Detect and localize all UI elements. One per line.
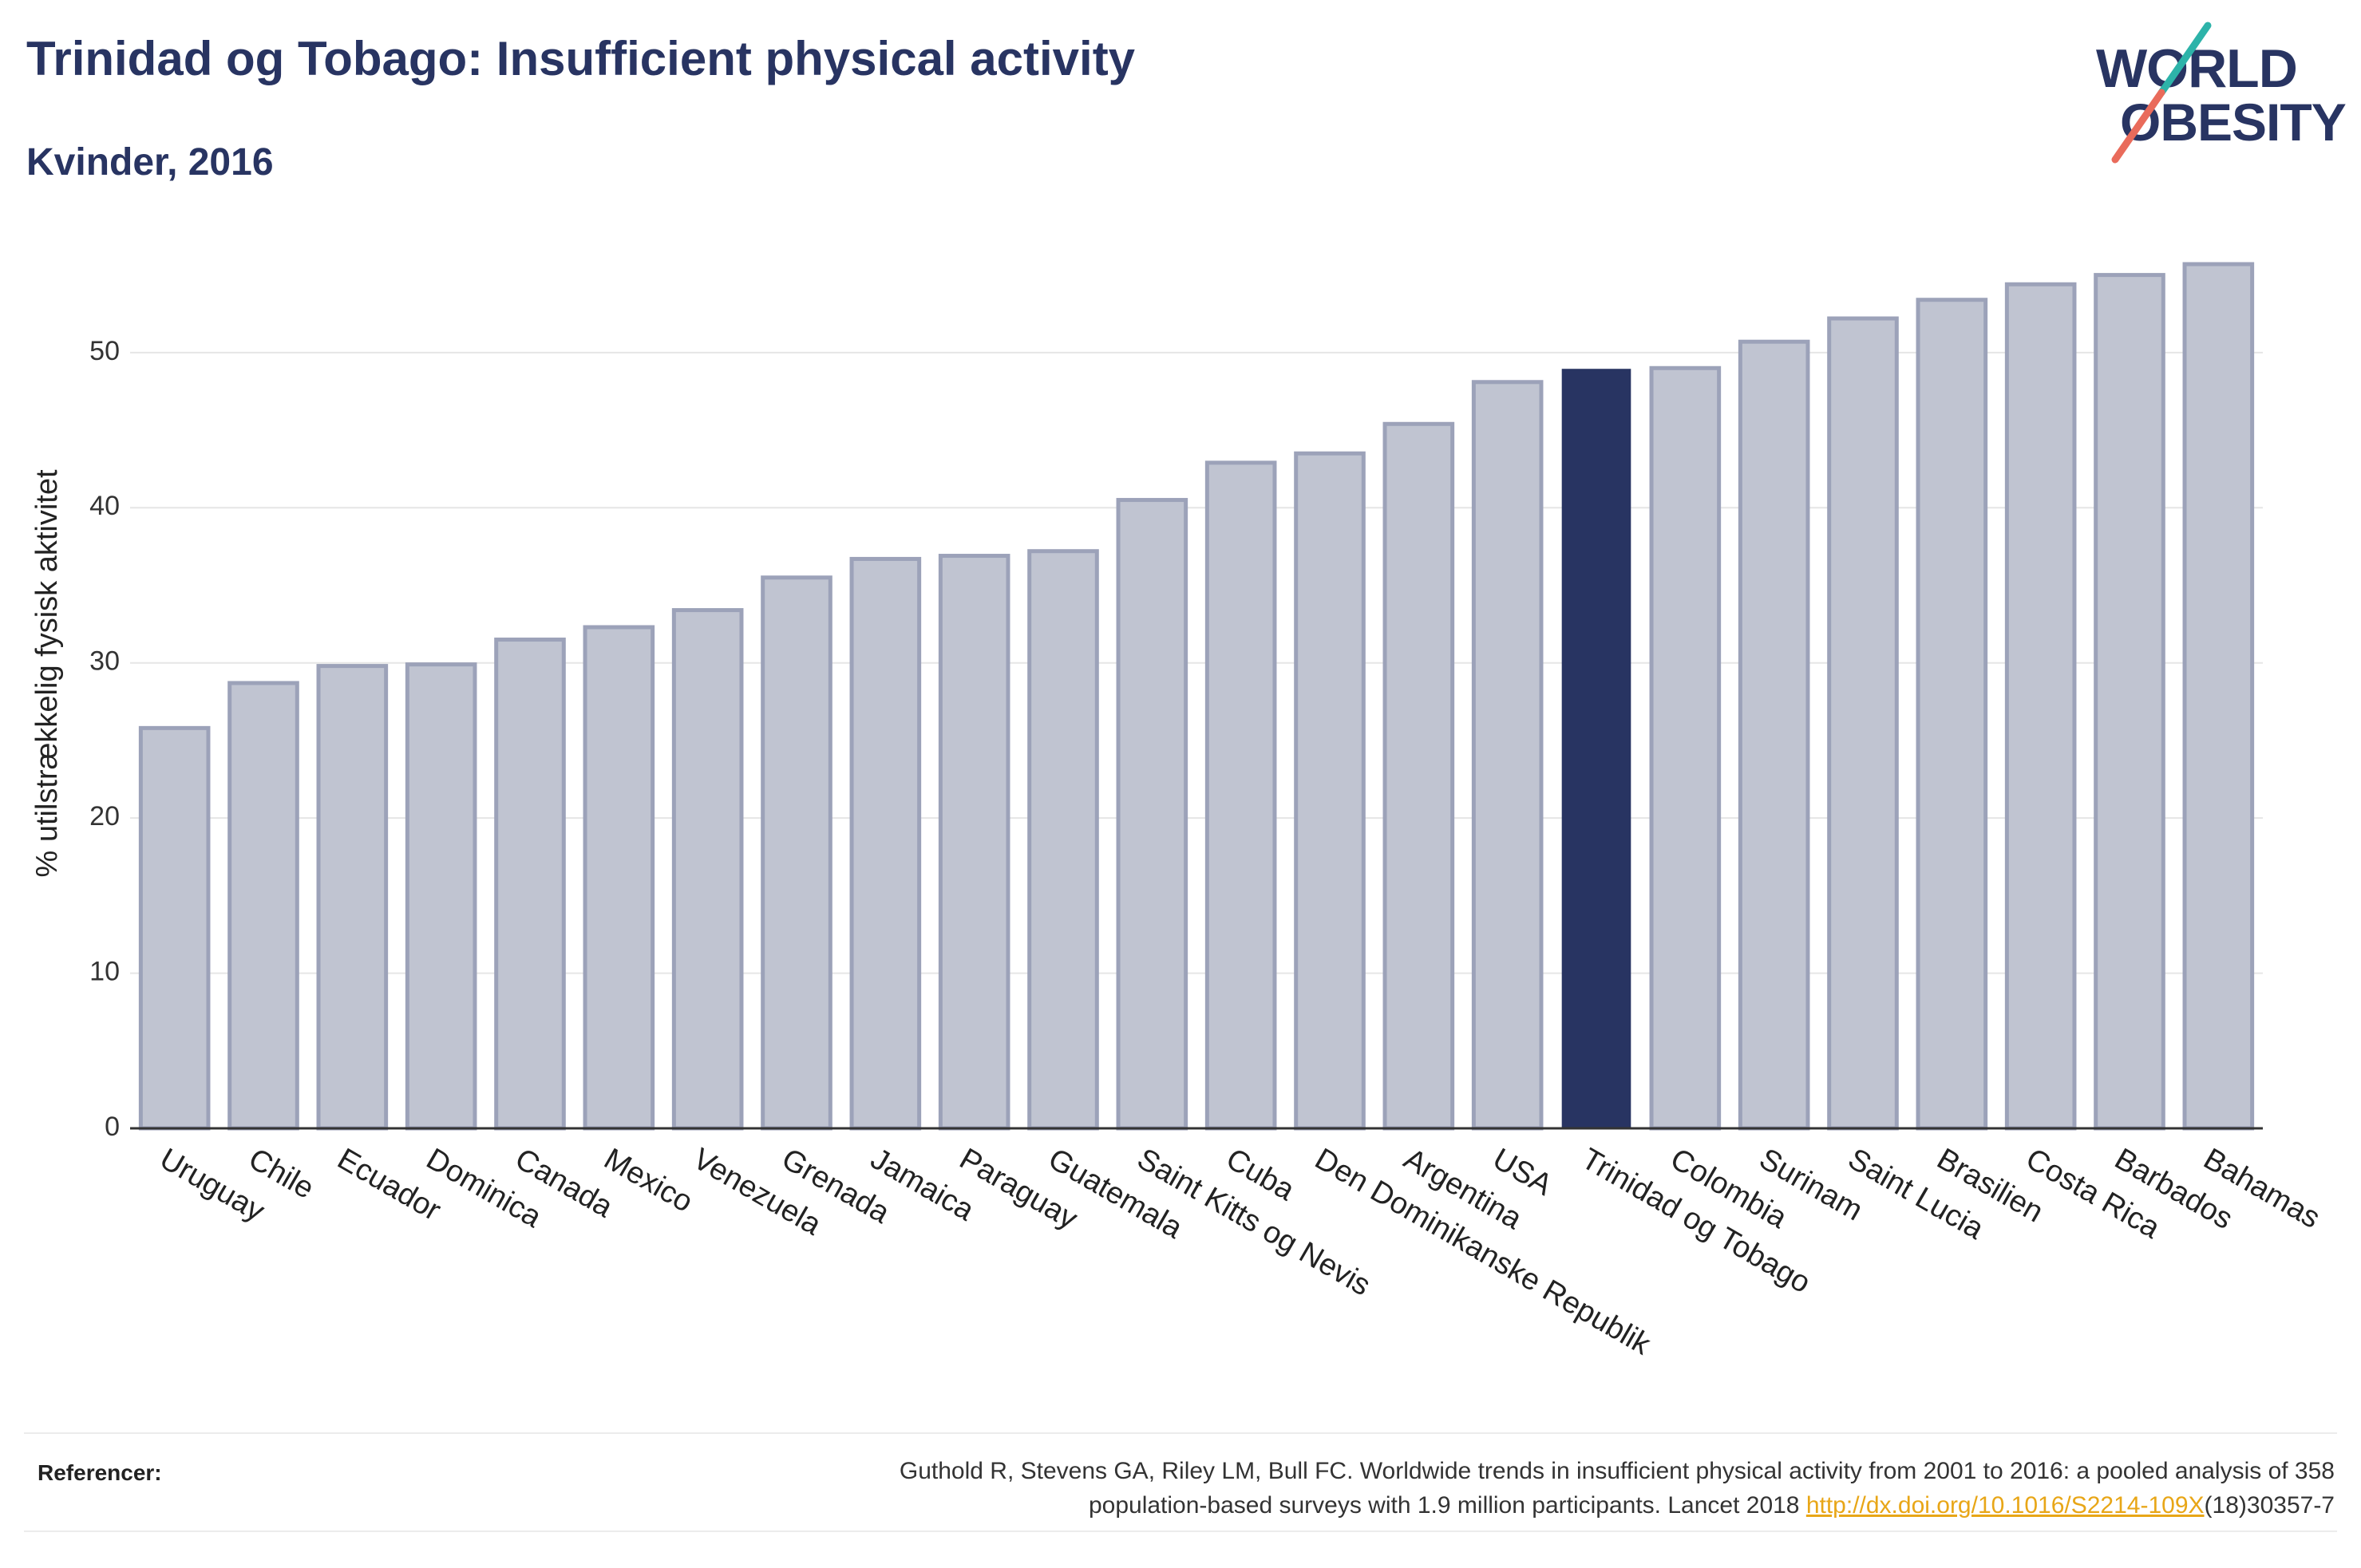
reference-line-2-text: population-based surveys with 1.9 millio… <box>1088 1492 1806 1519</box>
bar-den-dominikanske-republik <box>1294 451 1366 1131</box>
bar-cuba <box>1204 460 1277 1131</box>
reference-line-2-suffix: (18)30357-7 <box>2204 1492 2335 1519</box>
references-label: Referencer: <box>38 1460 162 1485</box>
bar-dominica <box>405 662 477 1131</box>
chart-subtitle: Kvinder, 2016 <box>26 141 274 184</box>
reference-line-2: population-based surveys with 1.9 millio… <box>339 1488 2335 1523</box>
bar-argentina <box>1382 421 1455 1131</box>
bar-uruguay <box>138 725 211 1131</box>
logo-word-world: WORLD <box>2096 38 2298 99</box>
doi-link[interactable]: http://dx.doi.org/10.1016/S2214-109X <box>1805 1492 2205 1519</box>
y-axis-ticks: 0 10 20 30 40 50 <box>89 336 120 1142</box>
bar-saint-lucia <box>1827 316 1899 1131</box>
logo-slash-icon <box>2111 22 2212 164</box>
bar-paraguay <box>938 554 1010 1131</box>
y-tick-label: 0 <box>105 1112 120 1142</box>
bar-mexico <box>583 625 655 1131</box>
bar-saint-kitts-og-nevis <box>1116 498 1188 1131</box>
bar-costa-rica <box>2004 282 2077 1131</box>
bar-surinam <box>1738 339 1810 1131</box>
bar-bahamas <box>2182 262 2255 1131</box>
bar-guatemala <box>1027 549 1099 1131</box>
bar-grenada <box>761 575 832 1131</box>
bar-barbados <box>2094 273 2165 1131</box>
y-tick-label: 50 <box>89 336 120 366</box>
x-tick-label: Mexico <box>599 1142 698 1219</box>
logo-word-obesity: OBESITY <box>2120 93 2347 152</box>
reference-line-1: Guthold R, Stevens GA, Riley LM, Bull FC… <box>899 1458 2335 1484</box>
bar-jamaica <box>849 556 922 1131</box>
bars <box>138 262 2255 1131</box>
bar-brasilien <box>1916 298 1988 1131</box>
footer-divider-bottom <box>24 1530 2337 1532</box>
bar-colombia <box>1649 365 1722 1131</box>
y-tick-label: 10 <box>89 957 120 987</box>
bar-trinidad-og-tobago <box>1561 369 1631 1129</box>
bar-usa <box>1471 380 1544 1131</box>
bar-venezuela <box>671 608 744 1131</box>
y-axis-label: % utilstrækkelig fysisk aktivitet <box>30 469 64 877</box>
bar-ecuador <box>316 664 389 1131</box>
reference-citation: Guthold R, Stevens GA, Riley LM, Bull FC… <box>339 1454 2335 1523</box>
chart-title: Trinidad og Tobago: Insufficient physica… <box>26 32 1136 85</box>
y-tick-label: 30 <box>89 646 120 677</box>
y-tick-label: 40 <box>89 491 120 521</box>
footer-divider-top <box>24 1432 2337 1434</box>
world-obesity-logo: WORLD OBESITY <box>2075 16 2355 176</box>
y-tick-label: 20 <box>89 801 120 831</box>
bar-chile <box>227 681 299 1131</box>
bar-canada <box>494 638 566 1131</box>
gridlines <box>130 351 2263 974</box>
